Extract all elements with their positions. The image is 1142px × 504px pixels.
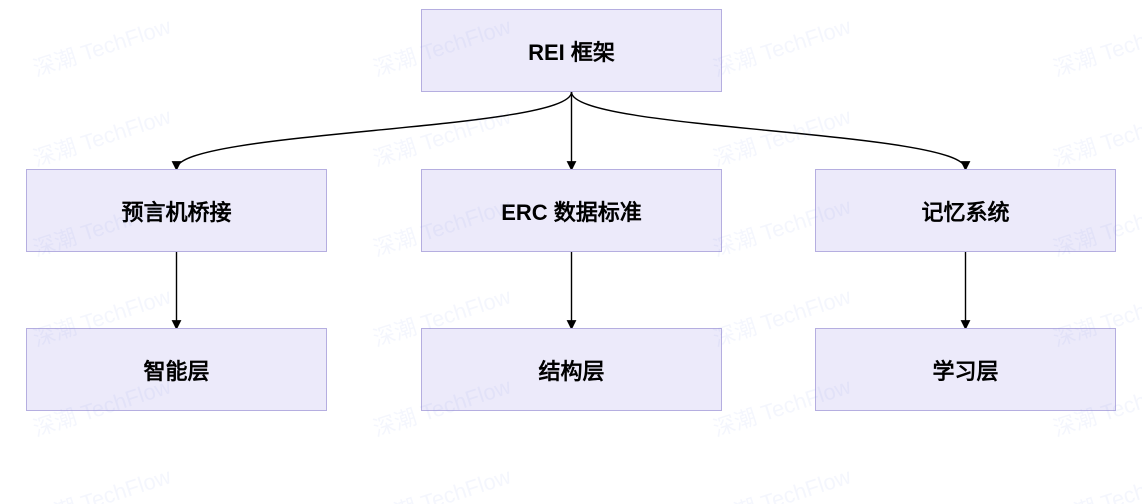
node-n3b: 学习层 bbox=[815, 328, 1116, 411]
node-root: REI 框架 bbox=[421, 9, 722, 92]
watermark-text: 深潮 TechFlow bbox=[369, 99, 515, 174]
node-n1: 预言机桥接 bbox=[26, 169, 327, 252]
edge-root-n1 bbox=[177, 92, 572, 169]
watermark-text: 深潮 TechFlow bbox=[29, 99, 175, 174]
watermark-text: 深潮 TechFlow bbox=[1049, 459, 1142, 504]
node-n2b: 结构层 bbox=[421, 328, 722, 411]
node-label: 学习层 bbox=[932, 354, 998, 386]
watermark-text: 深潮 TechFlow bbox=[1049, 99, 1142, 174]
node-n3: 记忆系统 bbox=[815, 169, 1116, 252]
edge-root-n3 bbox=[572, 92, 966, 169]
node-label: REI 框架 bbox=[528, 35, 615, 67]
node-label: 预言机桥接 bbox=[121, 195, 231, 227]
watermark-text: 深潮 TechFlow bbox=[709, 459, 855, 504]
watermark-text: 深潮 TechFlow bbox=[29, 459, 175, 504]
node-label: ERC 数据标准 bbox=[501, 195, 642, 227]
node-n1b: 智能层 bbox=[26, 328, 327, 411]
node-label: 记忆系统 bbox=[921, 195, 1009, 227]
watermark-text: 深潮 TechFlow bbox=[369, 459, 515, 504]
node-label: 结构层 bbox=[538, 354, 604, 386]
node-label: 智能层 bbox=[143, 354, 209, 386]
watermark-text: 深潮 TechFlow bbox=[29, 9, 175, 84]
watermark-text: 深潮 TechFlow bbox=[709, 99, 855, 174]
watermark-text: 深潮 TechFlow bbox=[709, 9, 855, 84]
watermark-text: 深潮 TechFlow bbox=[1049, 9, 1142, 84]
node-n2: ERC 数据标准 bbox=[421, 169, 722, 252]
